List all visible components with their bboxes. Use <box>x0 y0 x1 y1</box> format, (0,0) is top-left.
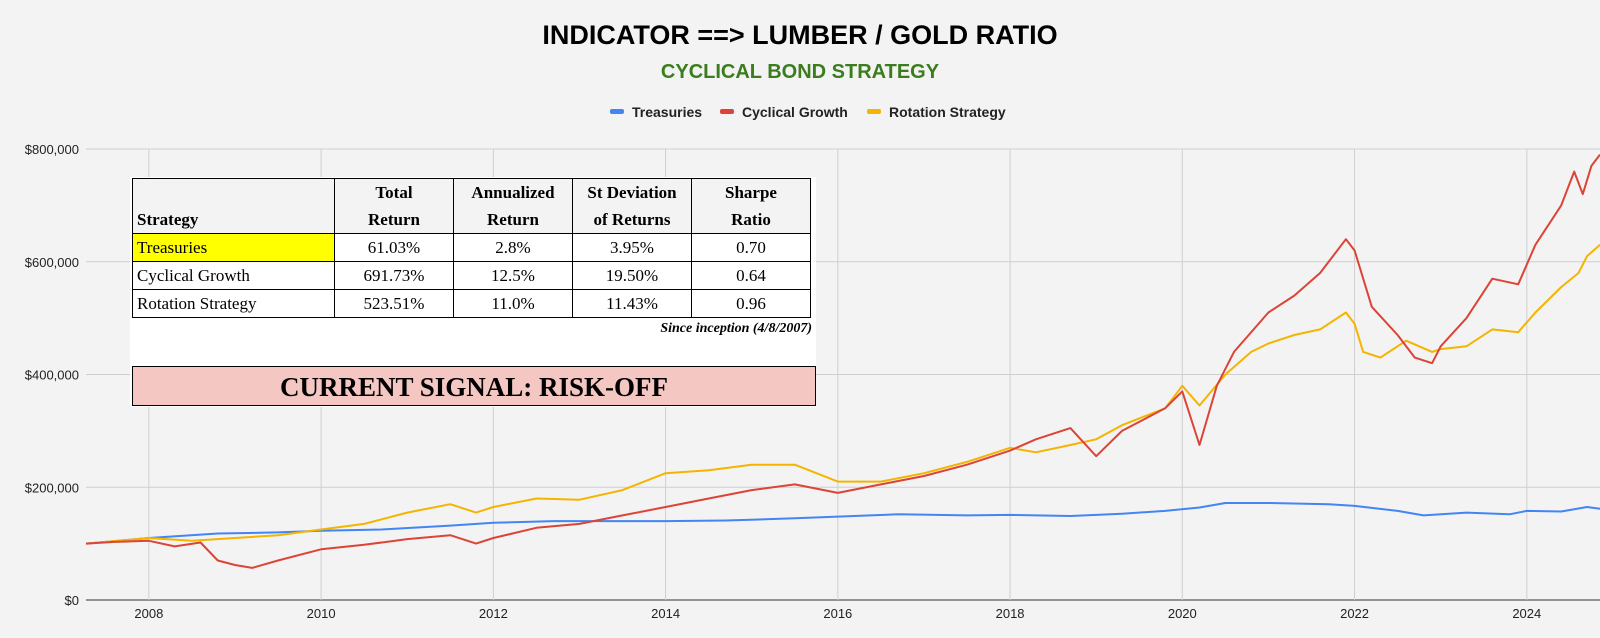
legend-label: Cyclical Growth <box>742 104 848 120</box>
header-line1: St Deviation <box>587 183 677 202</box>
y-tick-label: $0 <box>65 593 79 608</box>
table-cell: 11.0% <box>453 289 573 318</box>
x-tick-label: 2020 <box>1168 606 1197 621</box>
y-axis: $0 $200,000 $400,000 $600,000 $800,000 <box>25 142 79 608</box>
stats-table: Strategy Total Return Annualized Return St… <box>132 178 811 318</box>
table-cell: 0.64 <box>691 261 811 290</box>
legend-swatch <box>867 109 881 114</box>
legend: Treasuries Cyclical Growth Rotation Strate… <box>610 104 1006 120</box>
table-cell: 0.96 <box>691 289 811 318</box>
header-line2: Return <box>368 210 420 229</box>
table-cell: 0.70 <box>691 233 811 262</box>
legend-swatch <box>610 109 624 114</box>
x-tick-label: 2012 <box>479 606 508 621</box>
series-lines <box>85 153 1600 569</box>
x-tick-label: 2024 <box>1512 606 1541 621</box>
table-cell: 12.5% <box>453 261 573 290</box>
chart-subtitle: CYCLICAL BOND STRATEGY <box>660 61 940 83</box>
table-cell: 691.73% <box>334 261 454 290</box>
table-header-row: Strategy Total Return Annualized Return St… <box>132 178 811 234</box>
y-tick-label: $600,000 <box>25 255 79 270</box>
legend-swatch <box>720 109 734 114</box>
x-tick-label: 2014 <box>651 606 680 621</box>
x-tick-label: 2018 <box>996 606 1025 621</box>
x-axis: 2008 2010 2012 2014 2016 2018 2020 2022 2024 <box>134 606 1541 621</box>
x-tick-label: 2022 <box>1340 606 1369 621</box>
y-tick-label: $400,000 <box>25 368 79 383</box>
y-tick-label: $200,000 <box>25 480 79 495</box>
series-line-cyclical-growth <box>85 153 1600 569</box>
series-line-treasuries <box>85 502 1600 545</box>
legend-label: Treasuries <box>632 104 702 120</box>
table-cell-strategy: Treasuries <box>132 233 335 262</box>
y-tick-label: $800,000 <box>25 142 79 157</box>
chart-title: INDICATOR ==> LUMBER / GOLD RATIO <box>542 20 1058 50</box>
since-inception-note: Since inception (4/8/2007) <box>660 321 812 336</box>
current-signal-banner: CURRENT SIGNAL: RISK-OFF <box>132 366 816 406</box>
legend-label: Rotation Strategy <box>889 104 1006 120</box>
header-line2: of Returns <box>593 210 671 229</box>
x-tick-label: 2008 <box>134 606 163 621</box>
table-cell: 11.43% <box>572 289 692 318</box>
header-line2: Ratio <box>731 210 771 229</box>
table-cell-strategy: Rotation Strategy <box>132 289 335 318</box>
table-row: Treasuries 61.03% 2.8% 3.95% 0.70 <box>132 233 811 262</box>
table-header: St Deviation of Returns <box>572 178 692 234</box>
table-header: Total Return <box>334 178 454 234</box>
table-header: Strategy <box>132 178 335 234</box>
x-tick-label: 2016 <box>823 606 852 621</box>
header-line1: Total <box>375 183 413 202</box>
table-cell-strategy: Cyclical Growth <box>132 261 335 290</box>
table-row: Cyclical Growth 691.73% 12.5% 19.50% 0.6… <box>132 261 811 290</box>
table-cell: 2.8% <box>453 233 573 262</box>
table-cell: 19.50% <box>572 261 692 290</box>
header-line1: Sharpe <box>725 183 777 202</box>
table-cell: 3.95% <box>572 233 692 262</box>
table-cell: 61.03% <box>334 233 454 262</box>
header-line1: Annualized <box>471 183 555 202</box>
header-line2: Strategy <box>137 210 199 229</box>
table-header: Annualized Return <box>453 178 573 234</box>
x-tick-label: 2010 <box>307 606 336 621</box>
table-header: Sharpe Ratio <box>691 178 811 234</box>
table-row: Rotation Strategy 523.51% 11.0% 11.43% 0… <box>132 289 811 318</box>
header-line2: Return <box>487 210 539 229</box>
table-cell: 523.51% <box>334 289 454 318</box>
